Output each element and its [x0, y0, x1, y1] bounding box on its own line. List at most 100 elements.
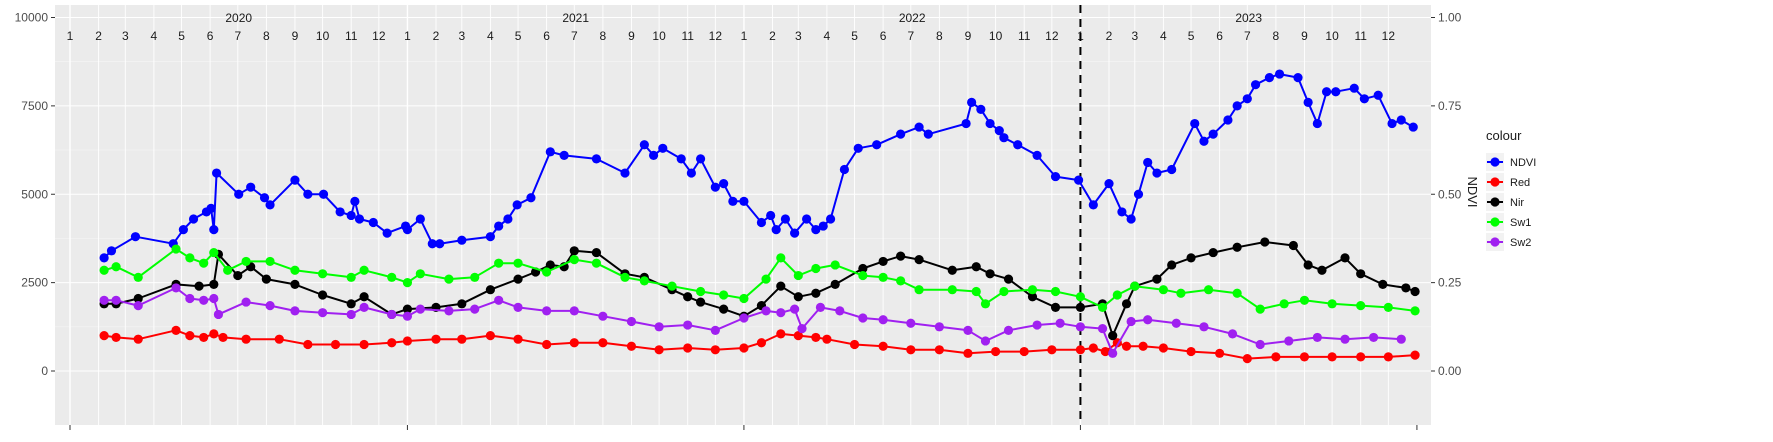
point-sw1: [133, 272, 143, 282]
month-label: 3: [1131, 29, 1138, 43]
point-red: [274, 334, 284, 344]
point-ndvi: [1274, 69, 1285, 79]
point-nir: [793, 292, 803, 302]
point-ndvi: [1242, 94, 1252, 104]
point-ndvi: [382, 228, 392, 238]
point-sw2: [654, 322, 664, 332]
point-red: [1242, 354, 1252, 364]
point-ndvi: [259, 193, 270, 203]
point-nir: [719, 304, 729, 314]
point-sw2: [265, 301, 275, 311]
point-sw2: [99, 295, 109, 305]
point-ndvi: [1312, 118, 1322, 129]
month-label: 5: [515, 29, 522, 43]
point-sw2: [346, 309, 356, 320]
legend: colour NDVI Red Nir Sw1 Sw2: [1486, 128, 1536, 251]
point-ndvi: [335, 207, 345, 217]
point-sw1: [914, 285, 924, 295]
point-nir: [896, 251, 906, 261]
point-sw2: [569, 306, 579, 316]
point-red: [1100, 346, 1110, 357]
point-red: [209, 329, 219, 339]
point-sw2: [387, 309, 397, 320]
point-red: [303, 339, 313, 350]
point-nir: [1208, 247, 1218, 258]
series-ndvi: [99, 69, 1418, 263]
point-sw2: [1108, 348, 1118, 358]
point-red: [1215, 348, 1225, 358]
point-nir: [318, 290, 328, 300]
point-nir: [545, 260, 555, 270]
point-sw1: [811, 263, 821, 274]
point-red: [626, 341, 637, 351]
month-label: 4: [824, 29, 831, 43]
left-tick-label: 7500: [21, 99, 48, 113]
point-ndvi: [620, 168, 630, 178]
point-sw1: [1176, 288, 1186, 298]
month-label: 5: [178, 29, 185, 43]
point-ndvi: [1208, 129, 1218, 139]
month-label: 1: [404, 29, 411, 43]
point-red: [111, 332, 121, 343]
point-ndvi: [526, 193, 536, 203]
left-tick-label: 10000: [15, 11, 49, 25]
point-sw1: [241, 256, 251, 267]
point-sw2: [739, 313, 749, 323]
point-sw2: [815, 302, 826, 312]
point-nir: [1167, 260, 1177, 270]
point-ndvi: [676, 154, 686, 164]
point-nir: [683, 292, 693, 302]
point-sw1: [185, 253, 195, 263]
left-tick-label: 2500: [21, 276, 48, 290]
point-sw2: [683, 320, 693, 330]
month-label: 9: [1301, 29, 1308, 43]
point-red: [776, 329, 786, 339]
point-ndvi: [976, 104, 986, 115]
month-label: 3: [458, 29, 465, 43]
month-label: 7: [1244, 29, 1251, 43]
month-label: 8: [936, 29, 943, 43]
month-label: 10: [989, 29, 1003, 43]
point-sw2: [402, 311, 413, 321]
point-red: [654, 345, 664, 355]
point-ndvi: [415, 214, 425, 224]
point-ndvi: [1143, 157, 1153, 168]
point-sw1: [569, 255, 579, 265]
point-sw2: [761, 306, 771, 316]
month-label: 6: [1216, 29, 1223, 43]
point-ndvi: [639, 140, 649, 150]
point-sw1: [542, 267, 552, 277]
point-nir: [1401, 283, 1411, 293]
month-label: 10: [652, 29, 666, 43]
point-sw1: [346, 272, 356, 282]
point-red: [756, 338, 767, 348]
point-nir: [811, 288, 821, 298]
point-ndvi: [825, 214, 836, 224]
legend-label-sw2: Sw2: [1510, 237, 1531, 249]
series-layer: [99, 69, 1420, 364]
point-ndvi: [503, 214, 513, 224]
point-nir: [1317, 265, 1327, 275]
month-label: 9: [965, 29, 972, 43]
point-ndvi: [1117, 207, 1127, 217]
point-red: [330, 339, 341, 350]
point-ndvi: [1050, 171, 1061, 182]
point-ndvi: [695, 154, 706, 164]
point-red: [1158, 343, 1168, 353]
point-red: [431, 334, 441, 344]
right-tick-label: 1.00: [1438, 11, 1462, 25]
point-ndvi: [1331, 87, 1341, 97]
point-nir: [1186, 253, 1196, 263]
point-red: [906, 345, 916, 355]
point-sw2: [318, 308, 328, 318]
point-nir: [1410, 286, 1420, 297]
month-label: 11: [681, 29, 694, 43]
year-label: 2022: [899, 11, 926, 25]
point-ndvi: [853, 143, 863, 153]
point-nir: [1108, 331, 1118, 341]
month-label: 12: [709, 29, 723, 43]
legend-label-sw1: Sw1: [1510, 217, 1531, 229]
month-label: 8: [600, 29, 607, 43]
point-red: [1019, 346, 1029, 357]
point-red: [1088, 343, 1098, 353]
